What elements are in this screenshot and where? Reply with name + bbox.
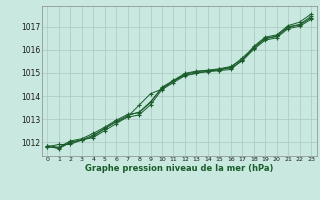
X-axis label: Graphe pression niveau de la mer (hPa): Graphe pression niveau de la mer (hPa): [85, 164, 273, 173]
